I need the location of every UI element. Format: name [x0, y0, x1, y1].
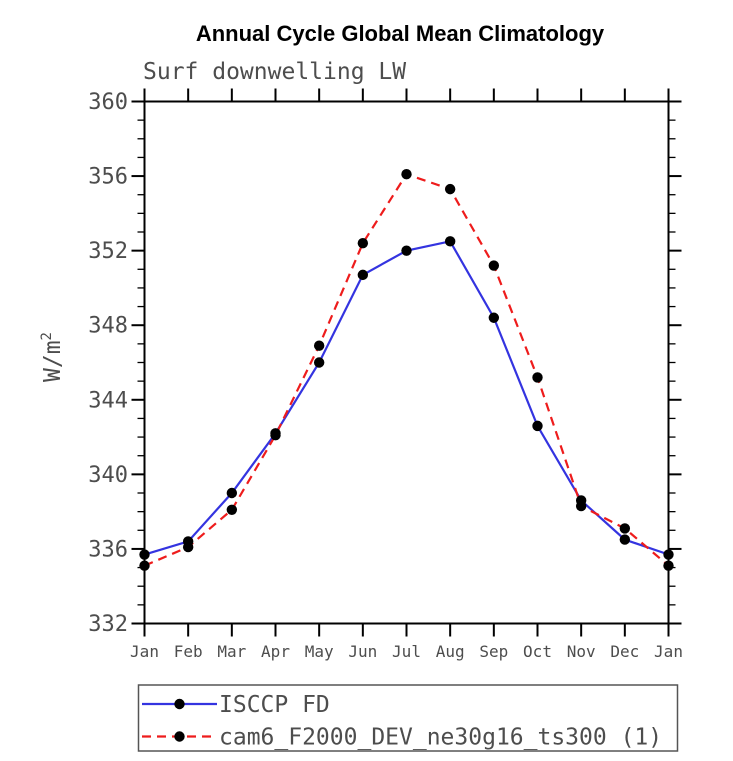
- data-point: [226, 504, 238, 515]
- data-point: [139, 560, 150, 571]
- data-point: [139, 549, 150, 560]
- y-tick-label: 360: [88, 90, 128, 115]
- data-point: [357, 237, 369, 249]
- y-tick-label: 344: [88, 388, 128, 413]
- data-point: [444, 183, 456, 195]
- data-point: [444, 236, 456, 247]
- series-line-0: [144, 240, 669, 556]
- x-tick-label: Feb: [174, 642, 203, 661]
- data-point: [313, 357, 325, 368]
- data-point: [182, 541, 194, 553]
- y-tick-label: 352: [88, 239, 128, 264]
- y-tick-label: 356: [88, 165, 128, 190]
- data-point: [313, 340, 325, 351]
- data-point: [270, 430, 281, 441]
- data-point: [488, 312, 500, 323]
- data-point: [226, 487, 238, 499]
- y-axis-label-main: W/m: [40, 340, 66, 382]
- x-tick-label: Aug: [436, 642, 465, 661]
- x-tick-label: Oct: [523, 642, 552, 661]
- data-point: [401, 245, 412, 256]
- data-point: [532, 420, 543, 432]
- data-point: [663, 560, 674, 571]
- legend-label-cam6: cam6_F2000_DEV_ne30g16_ts300 (1): [219, 725, 662, 751]
- data-point: [619, 534, 631, 545]
- chart-subtitle: Surf downwelling LW: [143, 59, 406, 85]
- data-point: [357, 269, 369, 281]
- y-tick-label: 336: [88, 537, 128, 562]
- x-tick-label: May: [305, 642, 334, 661]
- legend-label-isccp-fd: ISCCP FD: [219, 692, 330, 718]
- plot-area: Jan Feb Mar Apr May Jun Jul Aug Sep Oct Nov Dec Jan3…: [88, 88, 683, 661]
- x-tick-label: Dec: [610, 642, 639, 661]
- legend-box: [137, 684, 679, 752]
- y-tick-label: 340: [88, 463, 128, 488]
- data-point: [401, 169, 412, 180]
- x-tick-label: Mar: [217, 642, 246, 661]
- x-tick-label: Jun: [348, 642, 377, 661]
- data-point: [663, 549, 674, 560]
- data-point: [619, 523, 631, 534]
- data-point: [532, 372, 543, 383]
- y-tick-label: 332: [88, 612, 128, 637]
- x-tick-label: Jan: [130, 642, 159, 661]
- x-tick-label: Jul: [392, 642, 421, 661]
- legend-marker-dot: [174, 731, 185, 742]
- legend-marker-dot: [174, 698, 185, 710]
- legend: ISCCP FD cam6_F2000_DEV_ne30g16_ts300 (1…: [137, 684, 679, 752]
- x-tick-label: Sep: [479, 642, 508, 661]
- x-tick-label: Nov: [567, 642, 596, 661]
- chart-title: Annual Cycle Global Mean Climatology: [196, 21, 605, 46]
- y-axis-label-superscript: 2: [39, 332, 55, 340]
- y-axis-label: W/m2: [39, 332, 66, 382]
- y-tick-label: 348: [88, 314, 128, 339]
- data-point: [575, 500, 587, 512]
- data-point: [488, 260, 500, 271]
- x-tick-label: Jan: [654, 642, 683, 661]
- x-tick-label: Apr: [261, 642, 290, 661]
